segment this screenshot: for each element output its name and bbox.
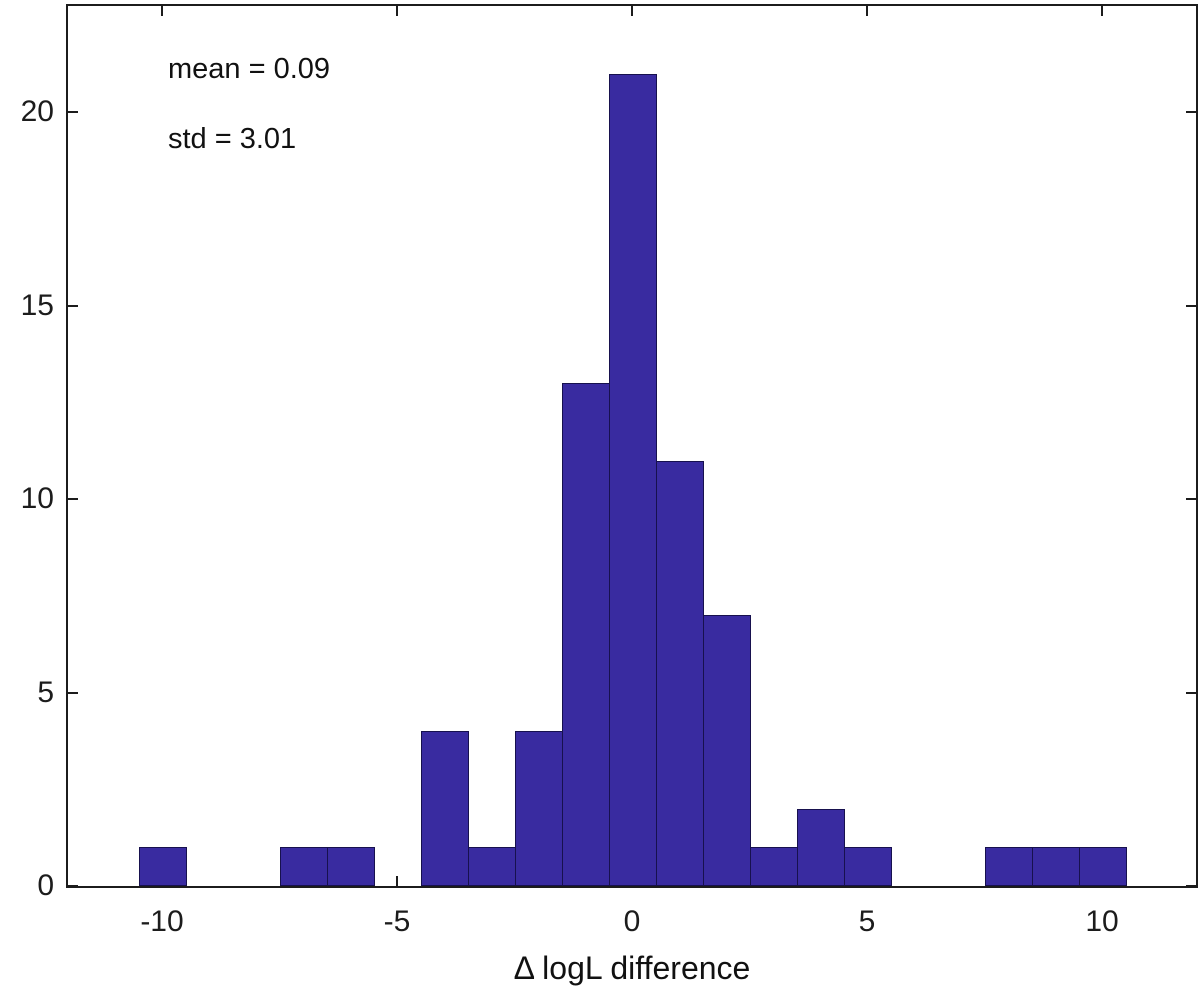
histogram-bar [561,383,610,886]
x-axis-label: Δ logL difference [513,950,751,986]
x-tick-top [631,6,633,16]
annotation-std: std = 3.01 [168,123,297,155]
y-tick-label: 15 [20,288,54,322]
x-tick-label: -5 [383,905,411,938]
y-tick [68,304,78,307]
histogram-bar [1078,847,1127,886]
annotation-mean: mean = 0.09 [168,53,331,85]
x-tick-label: 0 [623,905,641,938]
histogram-bar [843,847,892,886]
histogram-bar [1031,847,1080,886]
x-tick-top [866,6,868,16]
x-tick-top [1101,6,1103,16]
histogram-bar [702,615,751,886]
y-tick-right [1186,498,1196,501]
y-tick [68,885,78,887]
x-tick-top [161,6,163,16]
y-tick-label: 10 [20,482,54,516]
y-tick-label: 0 [37,869,54,902]
histogram-bar [420,731,469,886]
y-tick-right [1186,885,1196,887]
y-tick [68,111,78,114]
histogram-bar [326,847,375,886]
histogram-bar [984,847,1033,886]
x-tick-top [396,6,398,16]
histogram-bar [796,808,845,886]
y-tick [68,498,78,501]
histogram-bar [514,731,563,886]
histogram-bar [138,847,187,886]
y-tick-right [1186,691,1196,694]
x-tick-label: 5 [858,905,876,938]
y-tick-label: 5 [37,675,54,709]
y-tick-right [1186,111,1196,114]
x-tick-label: 10 [1085,905,1119,938]
plot-area [66,4,1198,888]
histogram-bar [467,847,516,886]
histogram-bar [279,847,328,886]
y-tick [68,691,78,694]
x-tick-label: -10 [140,905,184,938]
x-tick [396,876,398,886]
histogram-bar [655,460,704,886]
histogram-bar [749,847,798,886]
histogram-bar [608,73,657,886]
y-tick-right [1186,304,1196,307]
y-tick-label: 20 [20,95,54,129]
